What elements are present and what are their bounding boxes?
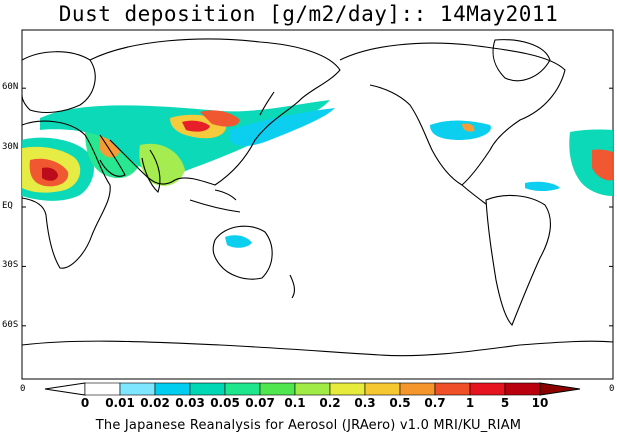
map-title: Dust deposition [g/m2/day]:: 14May2011 (58, 2, 559, 26)
colorbar-segment (294, 382, 331, 396)
colorbar-arrow-right (539, 382, 581, 396)
colorbar (44, 382, 581, 396)
dust-sahara-right (569, 129, 613, 196)
lat-label: 60S (2, 319, 19, 330)
colorbar-segment (189, 382, 226, 396)
coast-indonesia (189, 189, 241, 213)
dust-india (139, 143, 185, 186)
coast-europe (21, 51, 96, 114)
colorbar-tick-label: 0.01 (105, 396, 135, 410)
colorbar-tick-label: 0.1 (284, 396, 306, 410)
footer-credit: The Japanese Reanalysis for Aerosol (JRA… (95, 418, 522, 433)
coast-japan (259, 91, 275, 116)
colorbar-tick-label: 0.03 (175, 396, 205, 410)
colorbar-tick-label: 0.2 (319, 396, 341, 410)
coast-north-america (339, 42, 566, 186)
colorbar-segment (259, 382, 296, 396)
colorbar-tick-label: 0.5 (389, 396, 411, 410)
colorbar-segment (399, 382, 436, 396)
colorbar-segment (469, 382, 506, 396)
colorbar-segment (504, 382, 541, 396)
colorbar-tick-label: 0.07 (245, 396, 275, 410)
coast-asia (89, 38, 341, 186)
colorbar-tick-label: 0.3 (354, 396, 376, 410)
colorbar-segment (84, 382, 121, 396)
colorbar-segment (154, 382, 191, 396)
coast-africa (21, 120, 111, 269)
dust-gobi (200, 110, 240, 127)
dust-shading (22, 100, 613, 248)
lat-label: 30S (2, 260, 19, 271)
dust-sahara-core (42, 167, 58, 181)
colorbar-segment (119, 382, 156, 396)
colorbar-tick-label: 0 (80, 396, 90, 410)
dust-caribbean (525, 181, 560, 191)
coastlines (21, 38, 614, 357)
coast-antarctica (21, 340, 614, 357)
coast-central-america (461, 184, 487, 205)
lat-label: EQ (2, 201, 13, 211)
colorbar-segment (364, 382, 401, 396)
colorbar-segment (329, 382, 366, 396)
coast-india (141, 149, 161, 193)
colorbar-tick-label: 0.02 (140, 396, 170, 410)
colorbar-tick-label: 0.7 (424, 396, 446, 410)
colorbar-segment (224, 382, 261, 396)
colorbar-tick-label: 10 (531, 396, 549, 410)
dust-north-america (430, 120, 491, 140)
colorbar-tick-label: 0.05 (210, 396, 240, 410)
lon-edge-label-right: 0 (609, 384, 615, 394)
lat-label: 60N (2, 82, 19, 93)
colorbar-tick-label: 5 (500, 396, 510, 410)
coast-newzealand (289, 274, 295, 299)
dust-central-asia (40, 100, 330, 176)
lon-edge-label-left: 0 (20, 384, 26, 394)
coast-greenland (492, 39, 551, 82)
dust-sahara-right-core (592, 149, 613, 181)
dust-pacific-plume (230, 108, 335, 146)
coast-south-america (485, 194, 551, 326)
colorbar-segment (434, 382, 471, 396)
colorbar-tick-label: 1 (465, 396, 475, 410)
colorbar-arrow-left (44, 382, 86, 396)
map-frame (21, 29, 614, 380)
dust-taklimakan-core (182, 120, 210, 132)
dust-na-core (462, 123, 475, 132)
dust-australia (225, 235, 252, 248)
lat-label: 30N (2, 141, 19, 152)
coast-arabia (99, 134, 126, 177)
coast-australia (212, 225, 273, 280)
